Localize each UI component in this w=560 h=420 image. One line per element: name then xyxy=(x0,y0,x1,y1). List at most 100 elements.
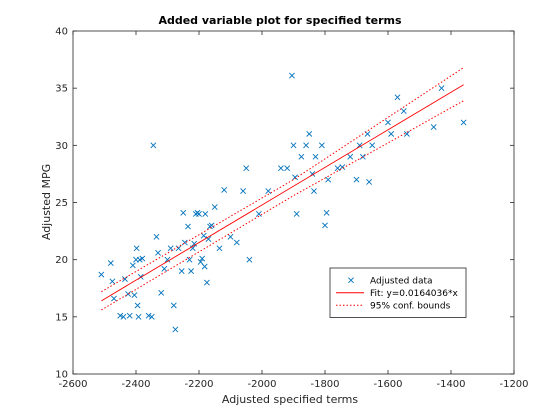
data-point xyxy=(202,211,209,217)
x-tick-label: -1800 xyxy=(310,379,339,390)
data-point xyxy=(394,94,401,101)
data-point xyxy=(292,174,298,181)
data-point xyxy=(155,249,161,256)
data-point xyxy=(185,223,191,230)
data-point xyxy=(199,255,206,262)
y-axis-title: Adjusted MPG xyxy=(40,164,53,240)
legend-item: Fit: y=0.0164036*x xyxy=(336,289,458,299)
y-tick-label: 25 xyxy=(55,198,68,209)
data-point xyxy=(203,279,210,286)
axes-layer: -2600 -2400 -2200 -2000 -1800 -1600 -1400 -1200… xyxy=(55,27,528,391)
confidence-bound-line xyxy=(101,100,464,311)
data-point xyxy=(289,72,295,79)
data-point xyxy=(369,142,376,149)
data-point xyxy=(265,188,272,194)
data-point xyxy=(388,130,395,137)
data-point xyxy=(107,260,114,267)
data-point xyxy=(208,222,215,229)
data-point xyxy=(205,236,212,243)
data-point xyxy=(403,130,410,137)
data-point xyxy=(191,240,198,247)
data-point xyxy=(211,204,218,210)
data-point xyxy=(359,153,366,160)
fit-line xyxy=(101,84,464,302)
y-tick-label: 30 xyxy=(55,141,68,152)
data-point xyxy=(356,142,363,149)
data-point xyxy=(196,211,202,217)
data-point xyxy=(438,85,445,92)
data-point xyxy=(460,119,467,126)
legend-item: Adjusted data xyxy=(348,276,433,286)
legend-marker xyxy=(348,277,354,284)
y-tick-label: 20 xyxy=(55,255,68,266)
data-point xyxy=(172,326,179,333)
data-point xyxy=(139,255,146,262)
data-point xyxy=(158,289,165,296)
data-point xyxy=(175,245,182,252)
data-point xyxy=(243,165,250,172)
data-point xyxy=(430,124,437,130)
x-tick-label: -1400 xyxy=(436,379,465,390)
data-point xyxy=(233,239,240,246)
x-tick-label: -1600 xyxy=(373,379,402,390)
data-point xyxy=(153,233,160,240)
data-point xyxy=(312,153,319,160)
data-point xyxy=(240,188,247,194)
data-point xyxy=(318,142,325,149)
data-point xyxy=(129,262,136,269)
plot-area xyxy=(73,31,514,374)
x-tick-label: -2200 xyxy=(184,379,213,390)
data-point xyxy=(306,130,313,137)
data-point xyxy=(109,278,116,285)
legend-label: 95% conf. bounds xyxy=(370,301,451,311)
data-point xyxy=(366,179,373,185)
data-point xyxy=(178,268,185,275)
data-point xyxy=(111,295,117,302)
data-point xyxy=(246,256,253,263)
data-point xyxy=(284,165,291,172)
data-point xyxy=(200,232,207,239)
data-point xyxy=(134,302,141,309)
x-axis-title: Adjusted specified terms xyxy=(222,393,359,406)
data-point xyxy=(347,153,354,160)
data-point xyxy=(325,176,332,183)
data-point xyxy=(117,312,124,319)
data-point xyxy=(323,209,330,216)
data-point xyxy=(311,188,317,194)
data-point xyxy=(170,302,177,309)
data-point xyxy=(227,233,234,240)
data-point xyxy=(135,313,142,320)
data-point xyxy=(277,165,284,172)
data-point xyxy=(353,176,360,183)
data-point xyxy=(133,245,140,252)
data-point xyxy=(125,291,132,297)
data-point xyxy=(298,153,305,160)
data-point xyxy=(150,142,157,149)
chart-title: Added variable plot for specified terms xyxy=(158,14,402,27)
legend-label: Adjusted data xyxy=(370,276,433,286)
data-point xyxy=(221,187,228,193)
data-point xyxy=(148,313,155,320)
data-point xyxy=(180,209,187,216)
data-point xyxy=(322,222,328,229)
data-point xyxy=(161,265,168,272)
x-tick-label: -1200 xyxy=(499,379,528,390)
data-point xyxy=(293,211,300,217)
data-point xyxy=(197,259,204,265)
data-point xyxy=(339,164,346,170)
y-tick-label: 10 xyxy=(55,370,68,381)
confidence-bound-line xyxy=(101,67,464,293)
data-point xyxy=(188,268,195,275)
data-point xyxy=(189,245,196,252)
data-point xyxy=(164,256,171,263)
scatter-series-0 xyxy=(98,72,467,333)
x-tick-label: -2600 xyxy=(58,379,87,390)
data-point xyxy=(126,312,133,319)
data-point xyxy=(255,211,262,217)
data-point xyxy=(334,165,341,172)
series-layer xyxy=(98,67,467,333)
legend-label: Fit: y=0.0164036*x xyxy=(370,289,458,299)
data-point xyxy=(145,312,152,319)
data-point xyxy=(120,313,127,320)
